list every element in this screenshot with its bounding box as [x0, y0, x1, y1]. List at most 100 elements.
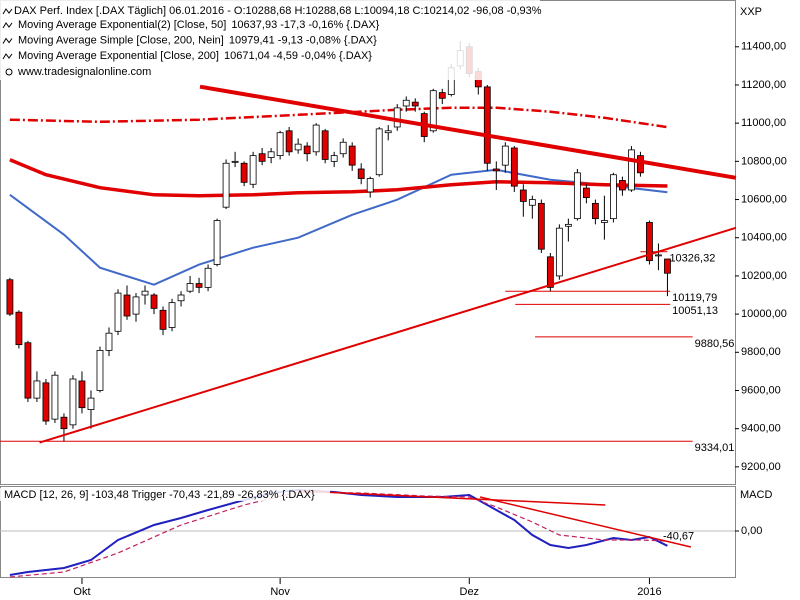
level-label: 10326,32: [669, 253, 715, 265]
series-line: [9, 488, 668, 576]
candle-body: [105, 332, 113, 351]
candle-body: [222, 162, 230, 208]
macd-frame: [0, 486, 736, 578]
candle-body: [573, 172, 581, 220]
legend-name: Moving Average Simple [Close, 200, Nein]: [18, 34, 224, 46]
legend-value: 10979,41 -9,13 -0,08% {.DAX}: [229, 34, 377, 46]
candle-body: [429, 90, 437, 132]
candle-body: [159, 309, 167, 330]
x-tick-label: Nov: [270, 586, 290, 598]
candle-body: [628, 149, 635, 191]
candle-body: [402, 99, 410, 107]
trendline: [479, 496, 692, 548]
candle-body: [348, 145, 356, 166]
candle-body: [249, 155, 257, 185]
candle-body: [6, 279, 14, 315]
candle-body: [141, 290, 149, 296]
candle-body: [258, 153, 266, 162]
legend-value: 10637,93 -17,3 -0,16% {.DAX}: [231, 19, 379, 31]
candle-body: [294, 143, 302, 151]
legend-icon: [2, 37, 13, 44]
y-tick-label: 10400,00: [741, 232, 787, 244]
candle-body: [555, 227, 563, 277]
candle-body: [168, 302, 176, 328]
level-label: 9334,01: [695, 442, 735, 454]
trendline: [299, 490, 606, 506]
legend-icon: [2, 53, 13, 60]
legend-name: Moving Average Exponential [Close, 200]: [18, 50, 219, 62]
candle-body: [78, 380, 86, 409]
candle-body: [276, 132, 284, 157]
candle-body: [357, 168, 365, 179]
candle-body: [537, 202, 545, 250]
candle-body: [510, 147, 518, 187]
candle-body: [528, 199, 536, 206]
candle-body: [492, 168, 500, 172]
candle-body: [195, 283, 203, 288]
candle-body: [177, 294, 185, 302]
candle-body: [339, 141, 347, 155]
candle-body: [619, 180, 626, 191]
y-tick-label: 11000,00: [741, 117, 786, 129]
legend-value: 10671,04 -4,59 -0,04% {.DAX}: [224, 50, 372, 62]
candle-body: [204, 267, 212, 288]
level-label: 9880,56: [695, 338, 735, 350]
y-tick-label: 9200,00: [741, 461, 781, 473]
candle-body: [501, 145, 509, 166]
candle-body: [393, 107, 401, 128]
candle-body: [564, 223, 572, 227]
candle-body: [646, 222, 653, 262]
candle-body: [285, 130, 293, 153]
y-tick-label: 0,00: [741, 525, 762, 537]
candle-body: [519, 189, 527, 202]
y-tick-label: 10000,00: [741, 308, 787, 320]
candle-body: [33, 380, 41, 399]
plots: [0, 41, 739, 584]
y-tick-label: 9600,00: [741, 384, 781, 396]
candle-body: [60, 416, 68, 430]
candle-body: [655, 254, 662, 257]
x-tick-label: Okt: [73, 586, 90, 598]
y-tick-label: 9800,00: [741, 346, 781, 358]
level-label: 10051,13: [672, 305, 718, 317]
candle-body: [96, 349, 104, 391]
macd-axis-title: MACD: [740, 489, 772, 501]
trendline: [199, 84, 737, 180]
candle-body: [664, 258, 671, 274]
macd-header: MACD [12, 26, 9] -103,48 Trigger -70,43 …: [4, 489, 315, 501]
candle-body: [375, 128, 383, 176]
candle-body: [546, 256, 554, 288]
candle-body: [582, 187, 590, 199]
candle-body: [123, 294, 131, 317]
price-header: DAX Perf. Index [.DAX Täglich] 06.01.201…: [14, 5, 542, 17]
legend-name: Moving Average Exponential(2) [Close, 50…: [18, 19, 226, 31]
legend-icon: [2, 22, 13, 29]
candle-body: [132, 296, 140, 315]
candle-body: [267, 151, 275, 158]
candle-body: [231, 160, 239, 163]
candle-body: [69, 378, 77, 426]
candle-body: [591, 202, 599, 220]
y-tick-label: 10200,00: [741, 270, 787, 282]
source-icon: [5, 68, 13, 76]
candle-body: [312, 124, 320, 153]
trendline: [39, 226, 737, 444]
candle-body: [600, 220, 608, 223]
legend: DAX Perf. Index [.DAX Täglich] 06.01.201…: [0, 4, 542, 501]
y-tick-label: 10800,00: [741, 155, 787, 167]
y-tick-label: 11200,00: [741, 79, 786, 91]
series-line: [9, 158, 668, 198]
candle-body: [150, 294, 158, 309]
candle-body: [51, 374, 59, 420]
candle-body: [483, 86, 491, 164]
candle-body: [15, 311, 23, 346]
candle-body: [186, 283, 194, 292]
x-tick-label: 2016: [637, 586, 661, 598]
header-icon: [2, 8, 13, 15]
y-tick-label: 9400,00: [741, 423, 781, 435]
level-label: 10119,79: [672, 292, 717, 304]
macd-legend-box: [0, 488, 330, 501]
x-tick-label: Dez: [460, 586, 480, 598]
candle-body: [610, 174, 617, 220]
